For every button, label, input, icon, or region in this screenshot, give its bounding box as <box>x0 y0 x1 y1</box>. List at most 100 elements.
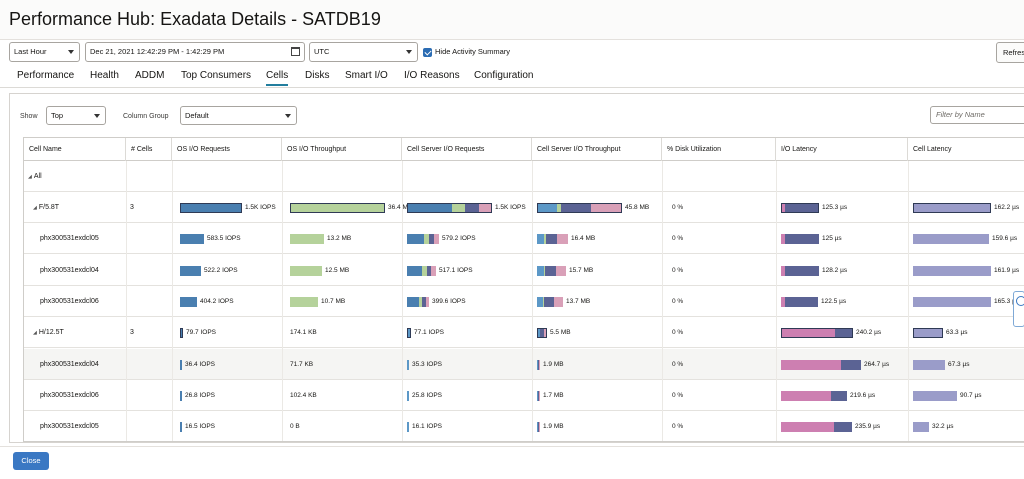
timezone-select[interactable]: UTC <box>309 42 418 62</box>
bar-segment <box>781 203 786 213</box>
bar-segment <box>433 234 439 245</box>
tab-smart-i-o[interactable]: Smart I/O <box>345 70 388 81</box>
cell-server-io-requests-bar <box>407 359 409 370</box>
os-io-requests-bar <box>180 359 182 370</box>
cell-latency-bar <box>913 296 991 307</box>
cell-server-io-throughput-bar <box>537 296 563 307</box>
bar-segment <box>545 265 556 276</box>
column-header[interactable]: OS I/O Requests <box>172 138 282 161</box>
value-label: 1.5K IOPS <box>495 204 526 211</box>
table-group-row[interactable]: ◢ F/5.8T 3 1.5K IOPS 36.4 MB 1.5K IOPS 45.8 MB… <box>24 192 1024 223</box>
table-row[interactable]: phx300531exdcl05 583.5 IOPS 13.2 MB 579.2 I… <box>24 223 1024 255</box>
bar-segment <box>560 203 592 213</box>
bar-segment <box>556 234 568 245</box>
bar-segment <box>538 390 539 401</box>
table-row[interactable]: phx300531exdcl04 36.4 IOPS 71.7 KB 35.3 IOP… <box>24 348 1024 380</box>
tab-top-consumers[interactable]: Top Consumers <box>181 70 252 81</box>
bar-segment <box>913 359 945 370</box>
cell-server-io-throughput-bar <box>537 390 540 401</box>
value-label: 102.4 KB <box>290 391 317 399</box>
table-row-all[interactable]: ◢ All <box>24 161 1024 192</box>
table-header: Cell Name # Cells OS I/O Requests OS I/O Th… <box>24 138 1024 161</box>
time-range-select[interactable]: Last Hour <box>9 42 80 62</box>
value-label: 0 % <box>672 391 684 399</box>
value-label: 0 B <box>290 423 300 431</box>
close-button[interactable]: Close <box>13 452 49 470</box>
column-divider <box>532 161 533 441</box>
time-range-value: Last Hour <box>14 47 47 56</box>
tab-cells[interactable]: Cells <box>266 70 289 86</box>
bar-segment <box>537 234 545 245</box>
io-latency-bar <box>781 390 847 401</box>
show-value: Top <box>51 111 64 120</box>
io-latency-bar <box>781 422 852 433</box>
column-header[interactable]: OS I/O Throughput <box>282 138 402 161</box>
bar-segment <box>537 328 541 339</box>
bar-segment <box>785 265 819 276</box>
tab-configuration[interactable]: Configuration <box>474 70 534 81</box>
cell-name-text: phx300531exdcl06 <box>40 391 99 399</box>
column-header[interactable]: Cell Name <box>24 138 126 161</box>
cell-server-io-requests-bar <box>407 390 409 401</box>
bar-segment <box>781 296 786 307</box>
filter-input[interactable]: Filter by Name <box>930 106 1024 124</box>
table-row[interactable]: phx300531exdcl04 522.2 IOPS 12.5 MB 517.1 I… <box>24 255 1024 286</box>
value-label: 161.9 µs <box>994 266 1020 274</box>
table-group-row[interactable]: ◢ H/12.5T 3 79.7 IOPS 174.1 KB 77.1 IOPS 5.5 M… <box>24 317 1024 349</box>
tab-performance[interactable]: Performance <box>17 70 75 81</box>
value-label: 583.5 IOPS <box>207 235 241 243</box>
value-label: 174.1 KB <box>290 329 317 337</box>
column-header[interactable]: I/O Latency <box>776 138 908 161</box>
table-row[interactable]: phx300531exdcl06 404.2 IOPS 10.7 MB 399.6 I… <box>24 286 1024 317</box>
column-header[interactable]: % Disk Utilization <box>662 138 776 161</box>
column-group-select[interactable]: Default <box>180 106 297 125</box>
feedback-widget[interactable] <box>1013 291 1024 327</box>
hide-activity-label[interactable]: Hide Activity Summary <box>435 47 511 56</box>
bar-segment <box>835 328 853 339</box>
hide-activity-checkbox[interactable] <box>423 48 432 57</box>
bar-segment <box>540 328 544 339</box>
column-header[interactable]: # Cells <box>126 138 172 161</box>
bar-segment <box>913 422 929 433</box>
column-header[interactable]: Cell Server I/O Requests <box>402 138 532 161</box>
bar-segment <box>538 359 539 370</box>
column-header[interactable]: Cell Latency <box>908 138 1024 161</box>
os-io-throughput-bar <box>290 234 324 245</box>
tab-addm[interactable]: ADDM <box>135 70 165 81</box>
cell-count: 3 <box>130 329 134 337</box>
collapse-icon[interactable]: ◢ <box>33 205 37 211</box>
cells-panel: Show Top Column Group Default Filter by … <box>9 93 1024 443</box>
table-row[interactable]: phx300531exdcl05 16.5 IOPS 0 B 16.1 IOPS 1.9… <box>24 411 1024 441</box>
os-io-throughput-bar <box>290 203 385 213</box>
tab-disks[interactable]: Disks <box>305 70 330 81</box>
cell-server-io-throughput-bar <box>537 422 540 433</box>
cell-name-text: H/12.5T <box>38 329 64 337</box>
value-label: 579.2 IOPS <box>442 235 476 243</box>
all-label: ◢ All <box>28 161 42 192</box>
tab-i-o-reasons[interactable]: I/O Reasons <box>404 70 460 81</box>
os-io-throughput-bar <box>290 265 322 276</box>
collapse-icon[interactable]: ◢ <box>28 174 32 180</box>
cell-server-io-requests-bar <box>407 296 429 307</box>
bar-segment <box>407 234 424 245</box>
value-label: 13.7 MB <box>566 297 591 305</box>
date-range-field[interactable]: Dec 21, 2021 12:42:29 PM - 1:42:29 PM <box>85 42 305 62</box>
bar-segment <box>423 234 429 245</box>
bar-segment <box>407 265 423 276</box>
bar-segment <box>781 265 786 276</box>
cell-name: phx300531exdcl06 <box>40 286 99 317</box>
show-select[interactable]: Top <box>46 106 106 125</box>
io-latency-bar <box>781 359 861 370</box>
tab-health[interactable]: Health <box>90 70 119 81</box>
value-label: 0 % <box>672 297 684 305</box>
column-header[interactable]: Cell Server I/O Throughput <box>532 138 662 161</box>
bar-segment <box>543 296 545 307</box>
cell-server-io-throughput-bar <box>537 328 547 339</box>
table-row[interactable]: phx300531exdcl06 26.8 IOPS 102.4 KB 25.8 IO… <box>24 380 1024 411</box>
collapse-icon[interactable]: ◢ <box>33 330 37 337</box>
value-label: 0 % <box>672 235 684 243</box>
calendar-icon[interactable] <box>291 47 300 56</box>
cells-table: Cell Name # Cells OS I/O Requests OS I/O Th… <box>23 137 1024 442</box>
refresh-button[interactable]: Refresh <box>996 42 1024 63</box>
cell-name: phx300531exdcl05 <box>40 223 99 254</box>
